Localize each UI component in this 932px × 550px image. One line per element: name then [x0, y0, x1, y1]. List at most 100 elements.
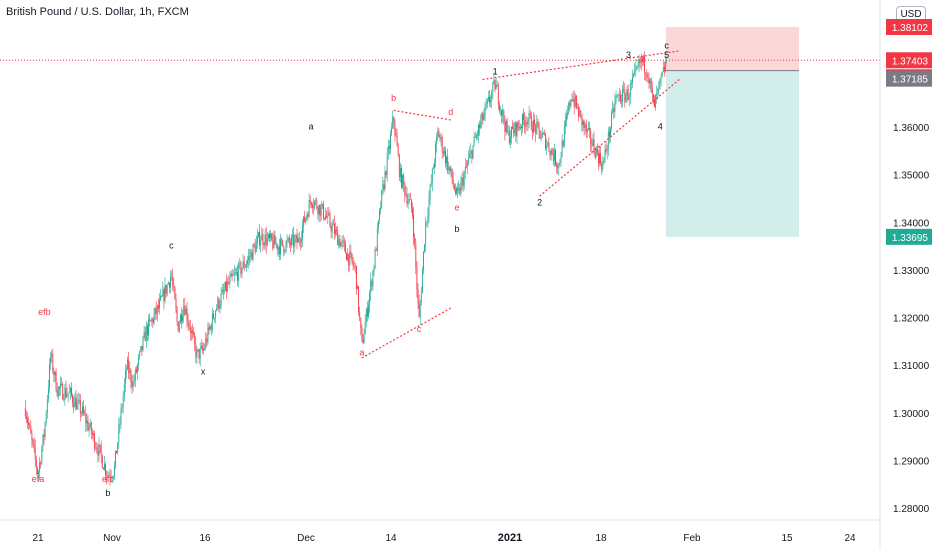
- candle-body-195: [239, 262, 241, 264]
- candle-body-112: [148, 319, 149, 336]
- candle-body-372: [434, 162, 435, 168]
- candle-body-448: [517, 122, 519, 128]
- candle-body-140: [178, 323, 180, 332]
- candle-body-120: [156, 305, 158, 315]
- candle-body-257: [307, 214, 309, 217]
- candle-body-514: [590, 130, 592, 144]
- candle-body-201: [245, 263, 247, 267]
- candle-body-118: [154, 307, 156, 315]
- candle-body-172: [214, 318, 215, 319]
- candle-body-416: [482, 113, 484, 120]
- candle-body-469: [540, 137, 542, 139]
- candle-body-523: [600, 152, 602, 164]
- candle-body-68: [99, 444, 101, 447]
- candle-body-137: [175, 299, 177, 310]
- candle-body-454: [524, 119, 526, 127]
- candle-body-98: [132, 381, 134, 388]
- candle-body-208: [253, 244, 255, 246]
- candle-body-211: [256, 236, 258, 242]
- candle-body-232: [280, 239, 281, 255]
- candle-body-581: [663, 67, 665, 72]
- candle-body-80: [112, 476, 114, 478]
- candle-body-340: [398, 155, 400, 178]
- candle-body-43: [72, 395, 74, 403]
- candle-body-46: [75, 397, 77, 410]
- candle-body-192: [236, 272, 237, 273]
- candle-body-198: [242, 261, 244, 269]
- candle-body-402: [467, 163, 468, 167]
- candle-body-518: [594, 151, 596, 158]
- candle-body-36: [64, 387, 66, 400]
- candle-body-23: [50, 356, 52, 364]
- candle-body-505: [580, 110, 582, 115]
- candle-body-404: [469, 153, 471, 158]
- candle-body-361: [421, 270, 423, 294]
- candle-body-286: [339, 238, 341, 247]
- wave-label-12: b: [455, 224, 460, 234]
- candle-body-308: [363, 334, 365, 344]
- candle-body-148: [187, 320, 189, 325]
- candle-body-431: [498, 104, 500, 111]
- candle-body-568: [649, 79, 651, 84]
- candle-body-200: [244, 266, 246, 268]
- candle-body-203: [248, 256, 250, 261]
- candle-body-290: [343, 240, 345, 244]
- candle-body-323: [380, 208, 382, 210]
- candle-body-244: [293, 234, 295, 247]
- candle-body-122: [159, 299, 160, 309]
- candle-body-229: [276, 243, 278, 250]
- candle-body-103: [138, 356, 140, 366]
- candle-body-530: [607, 131, 609, 149]
- candle-body-106: [141, 346, 143, 351]
- candle-body-540: [618, 94, 620, 96]
- candle-body-468: [539, 130, 541, 139]
- candle-body-542: [621, 101, 622, 102]
- candle-body-532: [610, 128, 611, 137]
- candle-body-389: [452, 179, 454, 185]
- candle-body-459: [529, 112, 531, 116]
- candle-body-423: [490, 100, 492, 103]
- candle-body-138: [176, 309, 178, 322]
- candle-body-11: [36, 467, 38, 475]
- time-tick-5: 2021: [498, 532, 522, 544]
- candle-body-582: [665, 61, 666, 72]
- candle-body-64: [95, 447, 97, 449]
- candle-body-451: [520, 126, 522, 129]
- candle-body-210: [255, 241, 257, 253]
- candle-body-82: [115, 450, 116, 466]
- candle-body-196: [240, 262, 242, 274]
- candle-body-360: [420, 293, 422, 304]
- candle-body-56: [86, 420, 88, 424]
- candle-body-572: [654, 99, 655, 108]
- wave-label-10: d: [448, 107, 453, 117]
- candle-body-110: [145, 325, 147, 342]
- candle-body-88: [121, 407, 123, 409]
- candle-body-475: [547, 142, 549, 145]
- candle-body-213: [259, 232, 261, 246]
- candle-body-479: [551, 149, 553, 155]
- candle-body-221: [267, 234, 269, 239]
- candle-body-223: [270, 233, 272, 238]
- candle-body-509: [584, 124, 586, 129]
- candle-body-297: [351, 253, 353, 262]
- candle-body-53: [83, 406, 85, 414]
- candle-body-497: [571, 99, 573, 101]
- candle-body-95: [129, 369, 131, 374]
- candle-body-67: [98, 444, 100, 456]
- candle-body-384: [447, 156, 449, 171]
- candle-body-541: [619, 94, 621, 102]
- candle-body-70: [101, 455, 103, 468]
- candle-body-102: [137, 365, 138, 373]
- candle-body-386: [449, 166, 451, 171]
- wave-label-6: a: [309, 121, 314, 131]
- candle-body-263: [314, 201, 316, 207]
- time-tick-0: 21: [32, 533, 44, 544]
- candle-body-217: [263, 244, 265, 246]
- wave-label-18: c: [664, 41, 669, 51]
- candle-body-240: [288, 237, 290, 243]
- candle-body-316: [372, 270, 374, 287]
- candle-body-84: [117, 442, 119, 454]
- candle-body-447: [516, 122, 518, 137]
- candle-body-430: [497, 86, 499, 105]
